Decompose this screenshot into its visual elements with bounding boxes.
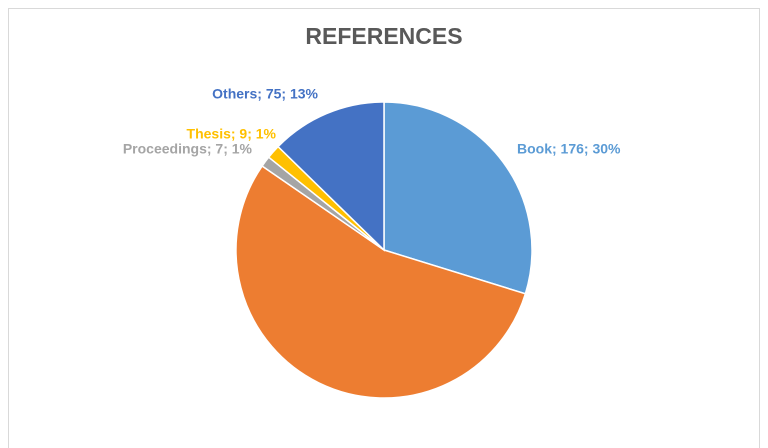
pie (235, 101, 533, 399)
data-label: Journal; 324; 55% (180, 395, 300, 411)
chart-title: REFERENCES (305, 23, 462, 49)
data-label: Others; 75; 13% (212, 86, 318, 102)
pie-slice (235, 164, 527, 399)
data-label: Proceedings; 7; 1% (123, 141, 253, 157)
data-labels: Book; 176; 30% Journal; 324; 55% Proceedin… (123, 86, 621, 411)
data-label: Book; 176; 30% (517, 141, 621, 157)
pie-slice (277, 101, 385, 252)
pie-slice (383, 101, 533, 295)
data-label: Thesis; 9; 1% (187, 126, 277, 142)
